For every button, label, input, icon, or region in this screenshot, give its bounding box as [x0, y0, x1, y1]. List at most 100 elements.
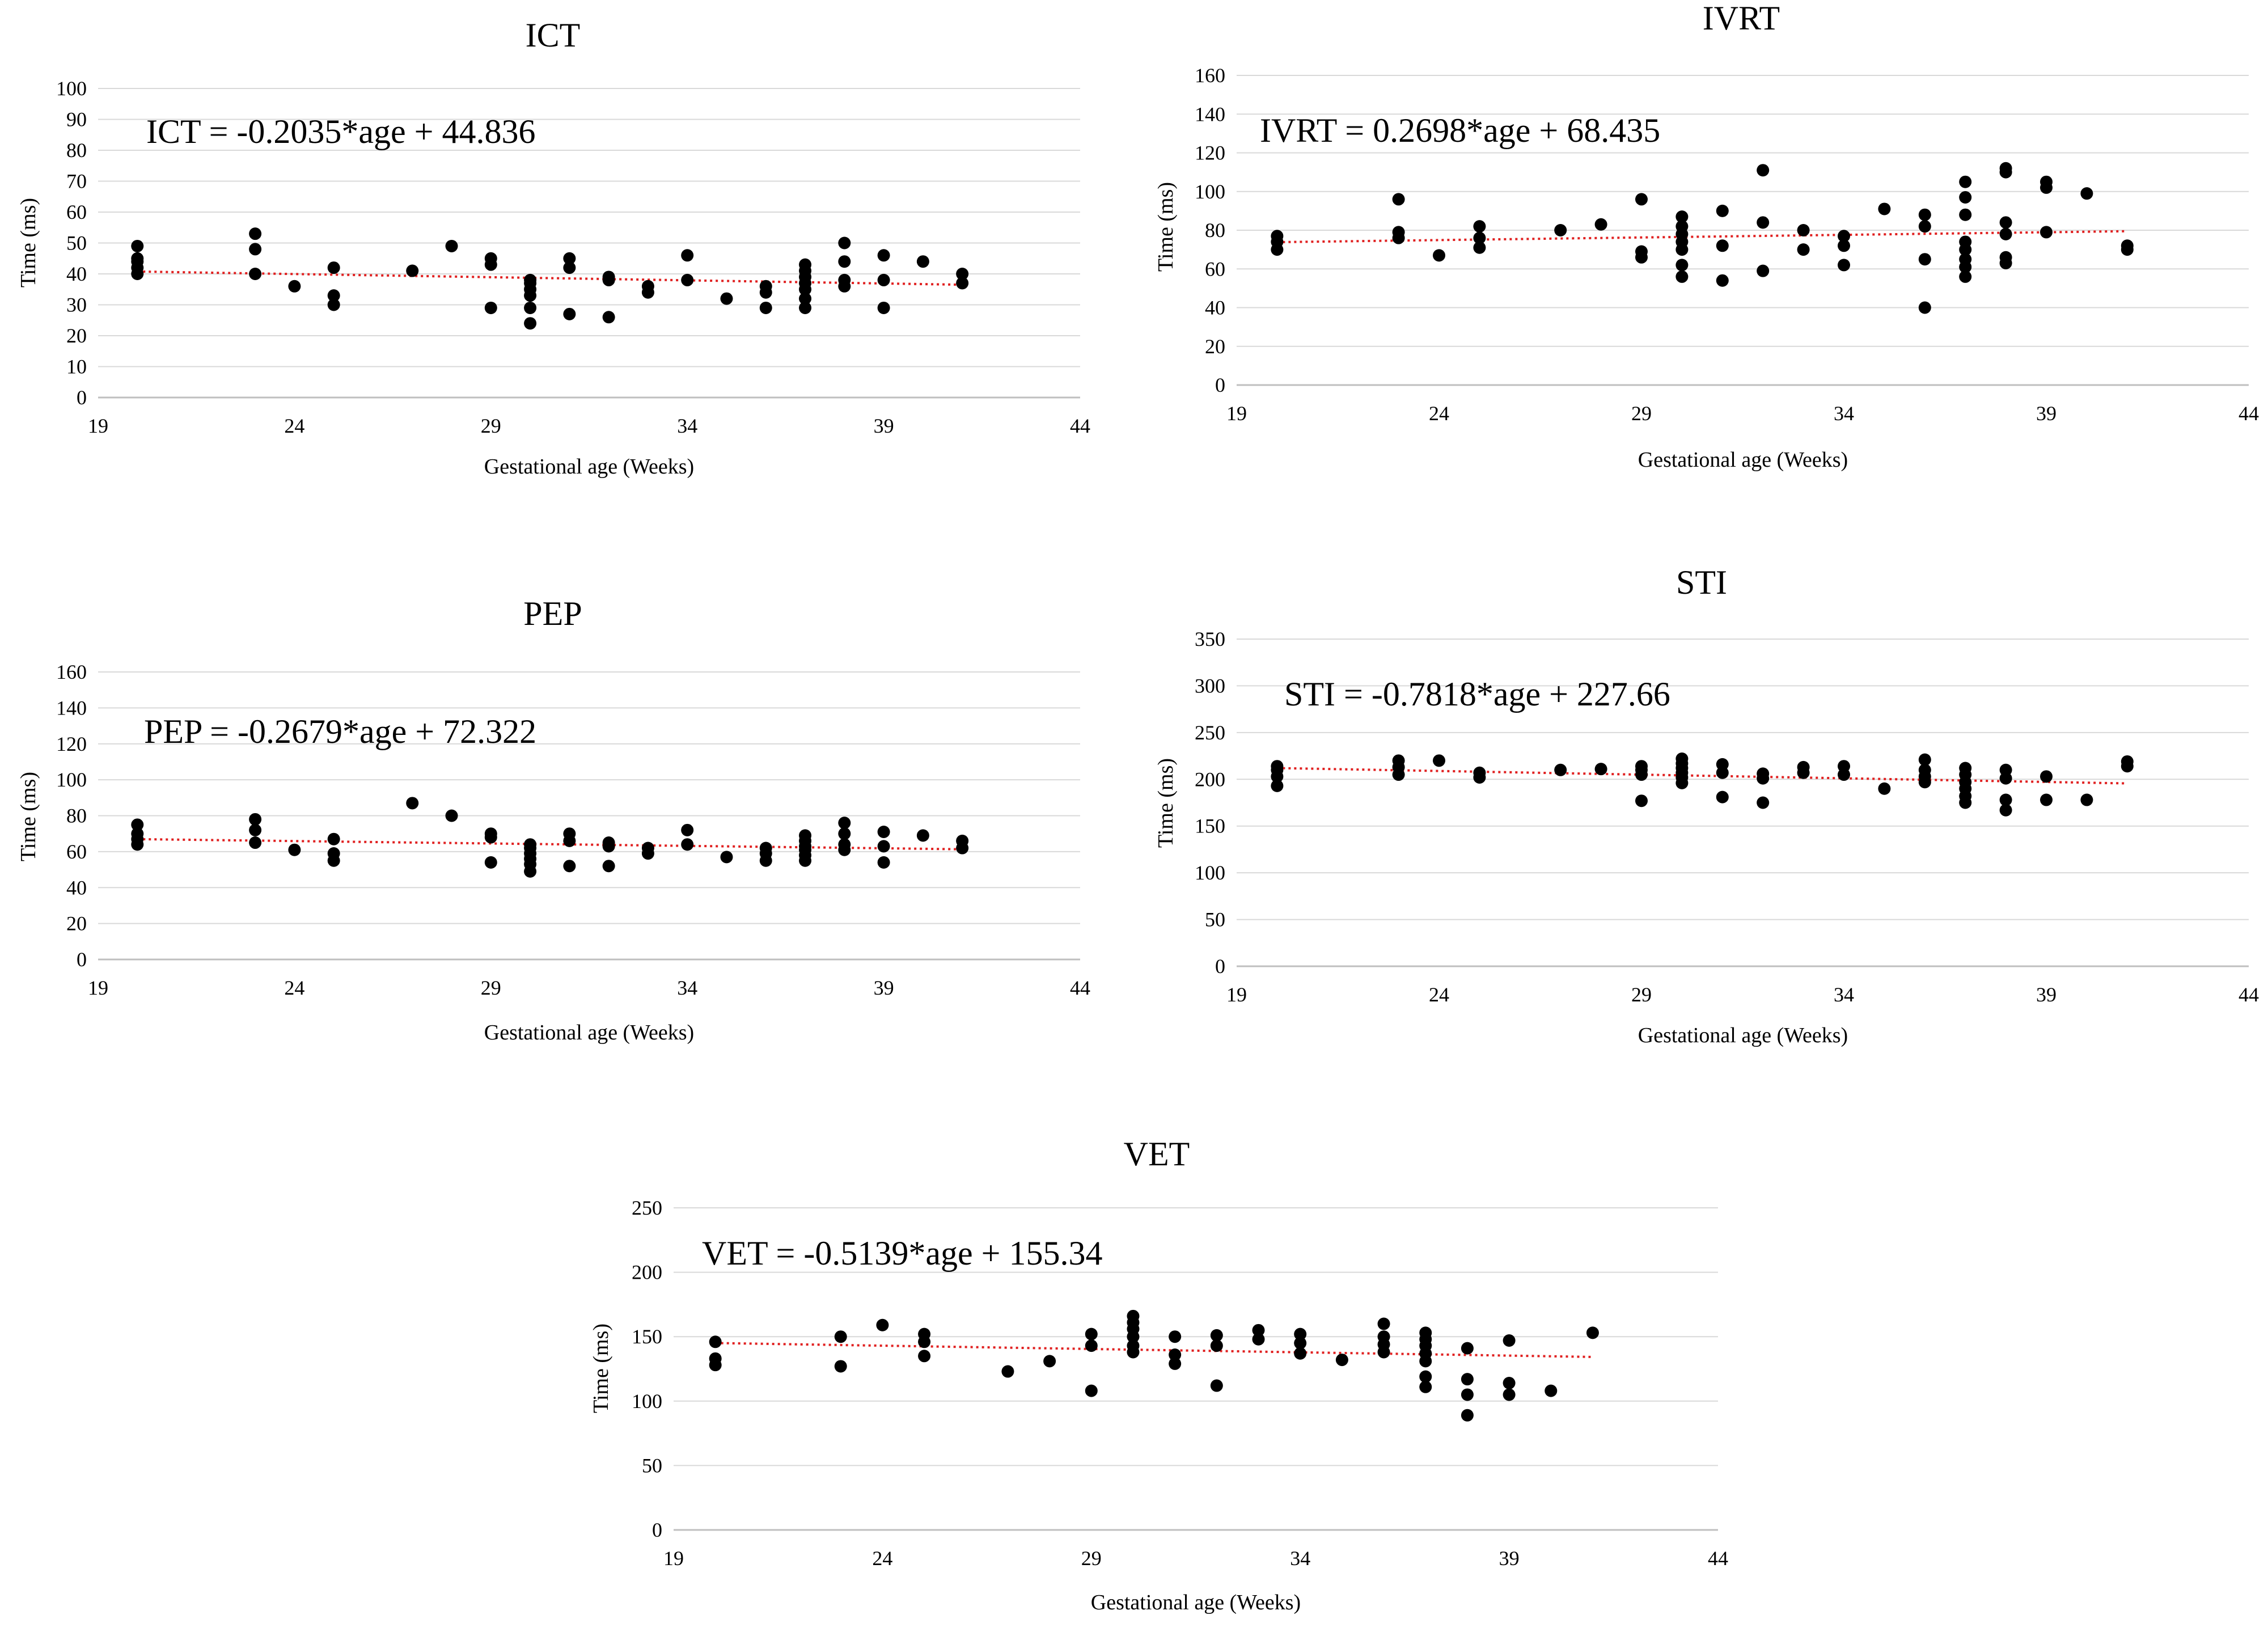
- ivrt-data-point: [1635, 193, 1648, 206]
- ivrt-x-axis-label: Gestational age (Weeks): [1638, 448, 1848, 472]
- vet-y-tick-label: 250: [632, 1196, 662, 1219]
- vet-data-point: [1127, 1309, 1140, 1322]
- pep-data-point: [484, 856, 497, 869]
- pep-data-point: [759, 842, 772, 855]
- ict-y-tick-label: 70: [66, 170, 87, 193]
- ivrt-regression-equation: IVRT = 0.2698*age + 68.435: [1260, 112, 1660, 149]
- pep-data-point: [445, 809, 458, 822]
- pep-y-tick-label: 40: [66, 876, 87, 899]
- ict-data-point: [563, 261, 576, 274]
- sti-data-point: [1594, 763, 1607, 776]
- vet-data-point: [918, 1327, 931, 1341]
- pep-data-point: [838, 827, 851, 840]
- ict-data-point: [838, 273, 851, 286]
- vet-data-point: [1294, 1347, 1307, 1360]
- sti-data-point: [1918, 763, 1931, 776]
- ivrt-x-tick-label: 29: [1631, 402, 1652, 425]
- ivrt-data-point: [1959, 270, 1972, 283]
- pep-data-point: [720, 851, 733, 864]
- ivrt-x-tick-label: 39: [2036, 402, 2057, 425]
- pep-y-tick-label: 60: [66, 840, 87, 863]
- pep-y-axis-label: Time (ms): [16, 772, 40, 861]
- ivrt-x-tick-label: 34: [1834, 402, 1854, 425]
- pep-data-point: [131, 827, 144, 840]
- pep-data-point: [838, 817, 851, 830]
- vet-data-point: [1419, 1380, 1432, 1393]
- pep-x-tick-label: 19: [88, 976, 108, 999]
- vet-data-point: [1043, 1355, 1056, 1368]
- ict-data-point: [838, 255, 851, 268]
- ivrt-data-point: [2040, 226, 2053, 239]
- ict-data-point: [406, 264, 419, 277]
- ict-data-point: [249, 268, 262, 280]
- ivrt-data-point: [1757, 264, 1770, 277]
- vet-data-point: [1419, 1326, 1432, 1339]
- vet-x-axis-label: Gestational age (Weeks): [1091, 1591, 1301, 1614]
- sti-x-tick-label: 29: [1631, 983, 1652, 1006]
- sti-data-point: [2040, 793, 2053, 806]
- sti-data-point: [1271, 760, 1284, 773]
- pep-data-point: [916, 829, 929, 842]
- pep-y-tick-label: 100: [56, 768, 87, 791]
- ict-y-tick-label: 90: [66, 108, 87, 131]
- pep-data-point: [249, 823, 262, 836]
- sti-chart-title: STI: [1676, 564, 1727, 601]
- vet-data-point: [1545, 1384, 1558, 1397]
- sti-data-point: [2121, 755, 2134, 768]
- sti-data-point: [1433, 754, 1445, 767]
- ict-data-point: [877, 273, 890, 286]
- sti-data-point: [1392, 754, 1405, 767]
- sti-data-point: [2040, 770, 2053, 783]
- ivrt-data-point: [1999, 251, 2012, 264]
- ict-data-point: [681, 249, 694, 262]
- ict-data-point: [327, 289, 340, 302]
- vet-data-point: [1294, 1337, 1307, 1350]
- ivrt-y-tick-label: 140: [1195, 103, 1225, 125]
- ict-y-tick-label: 80: [66, 139, 87, 162]
- pep-data-point: [131, 818, 144, 831]
- pep-data-point: [249, 836, 262, 849]
- ict-data-point: [131, 239, 144, 252]
- vet-data-point: [834, 1360, 847, 1373]
- sti-data-point: [1473, 766, 1486, 779]
- vet-data-point: [1169, 1357, 1182, 1370]
- sti-data-point: [1959, 762, 1972, 775]
- ict-data-point: [916, 255, 929, 268]
- ivrt-data-point: [2080, 187, 2093, 200]
- ivrt-data-point: [1716, 239, 1729, 252]
- ivrt-data-point: [1959, 191, 1972, 204]
- vet-y-tick-label: 200: [632, 1261, 662, 1284]
- vet-data-point: [918, 1350, 931, 1363]
- ict-data-point: [799, 301, 812, 314]
- ict-data-point: [681, 273, 694, 286]
- vet-data-point: [1419, 1370, 1432, 1383]
- ivrt-data-point: [1797, 224, 1810, 236]
- ivrt-data-point: [1918, 301, 1931, 314]
- vet-y-tick-label: 100: [632, 1390, 662, 1413]
- vet-data-point: [1169, 1348, 1182, 1362]
- sti-x-tick-label: 44: [2239, 983, 2259, 1006]
- vet-y-axis-label: Time (ms): [589, 1324, 613, 1413]
- ict-data-point: [956, 268, 969, 280]
- vet-data-point: [1461, 1373, 1474, 1386]
- pep-data-point: [877, 856, 890, 869]
- ivrt-data-point: [1797, 243, 1810, 256]
- vet-data-point: [1252, 1333, 1265, 1346]
- pep-y-tick-label: 160: [56, 661, 87, 683]
- vet-regression-equation: VET = -0.5139*age + 155.34: [702, 1234, 1102, 1272]
- ict-data-point: [799, 258, 812, 271]
- ivrt-chart-title: IVRT: [1703, 0, 1780, 37]
- vet-data-point: [1586, 1326, 1599, 1339]
- ivrt-data-point: [1757, 164, 1770, 177]
- sti-y-tick-label: 150: [1195, 815, 1225, 838]
- sti-data-point: [1635, 794, 1648, 807]
- pep-x-tick-label: 24: [284, 976, 304, 999]
- sti-data-point: [1999, 804, 2012, 817]
- ivrt-data-point: [1959, 253, 1972, 266]
- ivrt-data-point: [1392, 193, 1405, 206]
- pep-data-point: [288, 843, 301, 856]
- ict-y-tick-label: 100: [56, 77, 87, 100]
- ict-y-tick-label: 40: [66, 263, 87, 285]
- pep-x-tick-label: 44: [1070, 976, 1090, 999]
